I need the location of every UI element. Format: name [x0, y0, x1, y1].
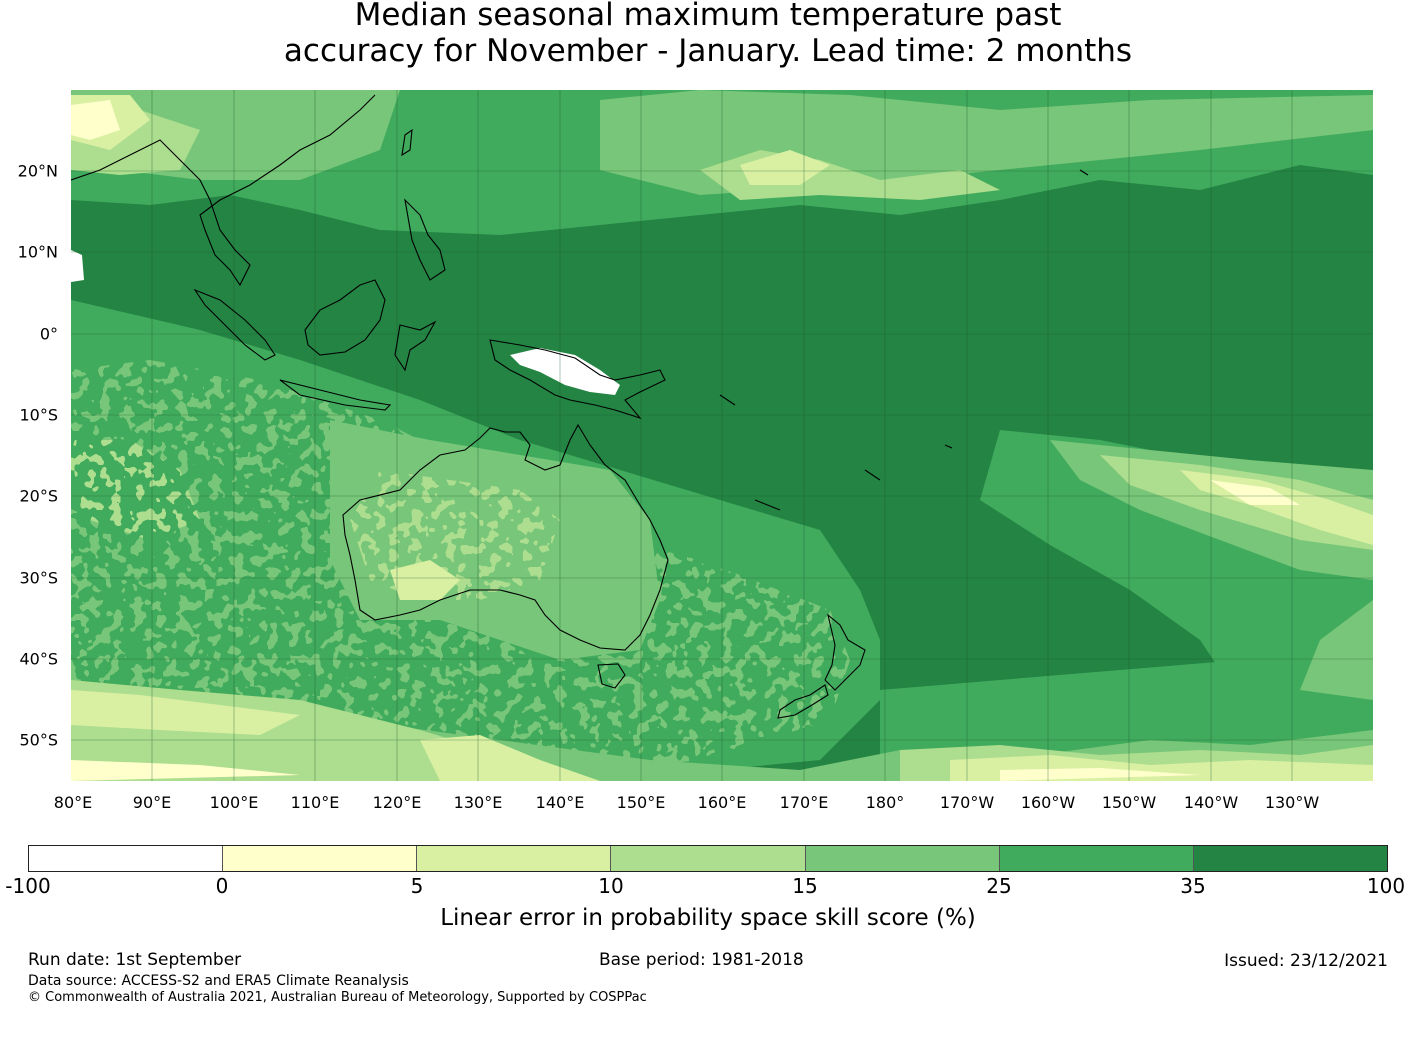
lon-label-180: 180° — [865, 793, 905, 812]
lon-label-140w: 140°W — [1183, 793, 1239, 812]
map-title-line-1: Median seasonal maximum temperature past — [354, 0, 1062, 33]
lon-label-150e: 150°E — [616, 793, 666, 812]
lat-label-30s: 30°S — [19, 568, 58, 588]
lon-label-160e: 160°E — [697, 793, 747, 812]
tasmania-coastline — [597, 663, 626, 689]
lat-label-40s: 40°S — [19, 649, 58, 669]
lat-label-0: 0° — [39, 324, 58, 344]
colorbar-label: Linear error in probability space skill … — [440, 905, 976, 931]
borneo-coastline — [304, 279, 386, 356]
colorbar-tick-5: 5 — [410, 874, 424, 898]
philippines-coastline — [404, 198, 446, 281]
colorbar-swatch-neg100-0 — [29, 846, 224, 871]
taiwan-coastline — [401, 128, 413, 157]
lat-label-20s: 20°S — [19, 486, 58, 506]
australia-coastline — [342, 423, 669, 651]
copyright-notice: © Commonwealth of Australia 2021, Austra… — [28, 990, 647, 1005]
colorbar-tick-25: 25 — [986, 874, 1012, 898]
lon-label-160w: 160°W — [1020, 793, 1076, 812]
colorbar-tick-15: 15 — [792, 874, 818, 898]
sulawesi-coastline — [394, 320, 437, 372]
run-date: Run date: 1st September — [28, 950, 242, 970]
colorbar-swatch-5-10 — [417, 846, 612, 871]
lon-label-100e: 100°E — [209, 793, 259, 812]
lon-label-150w: 150°W — [1101, 793, 1157, 812]
lon-label-130e: 130°E — [453, 793, 503, 812]
lat-label-50s: 50°S — [19, 730, 58, 750]
colorbar-swatch-10-15 — [611, 846, 806, 871]
colorbar-tick-10: 10 — [598, 874, 624, 898]
lat-label-10n: 10°N — [17, 242, 58, 262]
skill-field — [71, 90, 1373, 781]
lon-label-170w: 170°W — [939, 793, 995, 812]
lon-label-90e: 90°E — [132, 793, 172, 812]
lon-label-140e: 140°E — [535, 793, 585, 812]
field-band-negative — [71, 250, 620, 395]
lon-label-80e: 80°E — [53, 793, 93, 812]
colorbar-tick-100: 100 — [1366, 874, 1406, 898]
colorbar-swatch-15-25 — [805, 846, 1000, 871]
lon-label-120e: 120°E — [372, 793, 422, 812]
colorbar-swatch-35-100 — [1193, 846, 1387, 871]
colorbar-swatch-0-5 — [223, 846, 418, 871]
lat-label-10s: 10°S — [19, 405, 58, 425]
colorbar-swatch-25-35 — [999, 846, 1194, 871]
base-period: Base period: 1981-2018 — [599, 950, 804, 970]
lon-label-170e: 170°E — [779, 793, 829, 812]
colorbar-tick-0: 0 — [215, 874, 229, 898]
new-zealand-north-coastline — [824, 613, 866, 691]
gridlines — [71, 90, 1373, 781]
colorbar — [28, 845, 1388, 872]
sumatra-coastline — [193, 288, 276, 361]
colorbar-tick-neg100: -100 — [5, 874, 51, 898]
field-band-0-5 — [71, 100, 1300, 781]
java-coastline — [279, 379, 392, 411]
lon-label-130w: 130°W — [1264, 793, 1320, 812]
mainland-asia-coastline — [71, 94, 376, 287]
issued-date: Issued: 23/12/2021 — [1224, 951, 1388, 971]
map-title-line-2: accuracy for November - January. Lead ti… — [283, 33, 1133, 69]
lon-label-110e: 110°E — [290, 793, 340, 812]
new-guinea-coastline — [489, 339, 666, 420]
colorbar-tick-35: 35 — [1180, 874, 1206, 898]
coastlines — [71, 94, 1089, 719]
lat-label-20n: 20°N — [17, 161, 58, 181]
pacific-islands-coastline — [719, 169, 1089, 511]
data-source: Data source: ACCESS-S2 and ERA5 Climate … — [28, 973, 409, 989]
new-zealand-south-coastline — [777, 684, 829, 719]
